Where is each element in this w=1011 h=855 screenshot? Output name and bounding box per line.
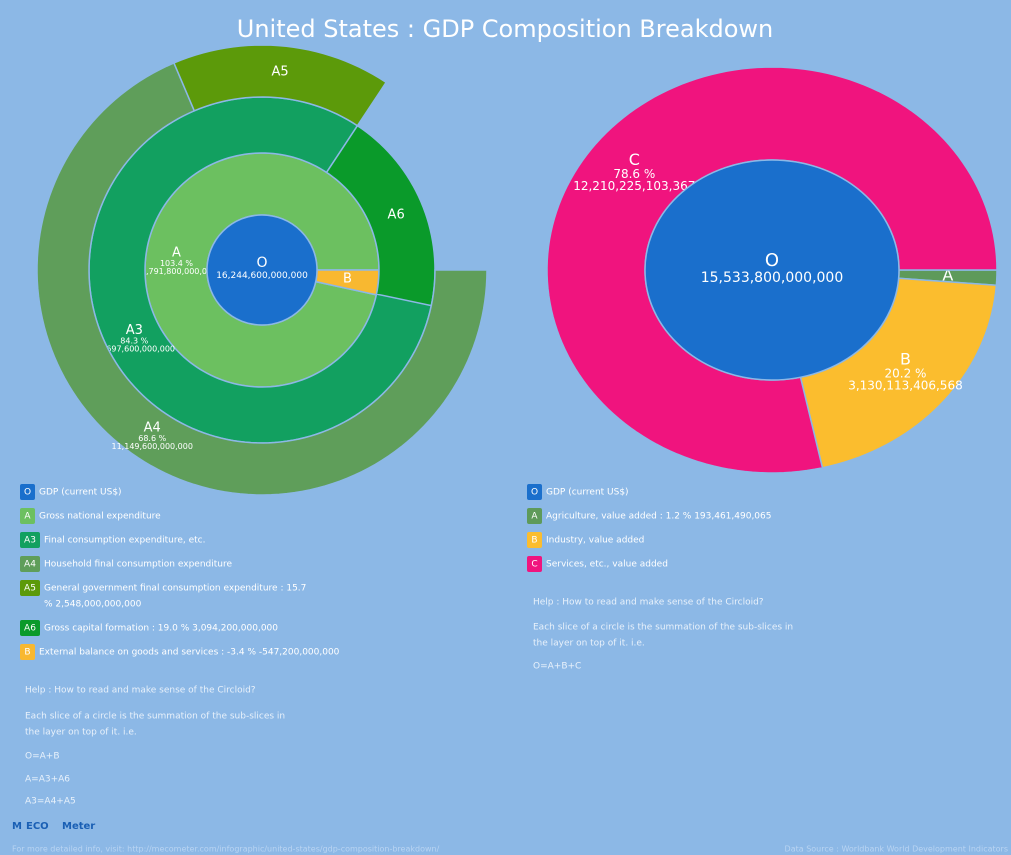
slice-label: C bbox=[629, 150, 640, 169]
legend-key bbox=[20, 556, 40, 572]
help-text: A3=A4+A5 bbox=[25, 797, 76, 807]
legend-text: Final consumption expenditure, etc. bbox=[44, 536, 205, 546]
slice-label: B bbox=[343, 272, 352, 287]
slice-label: A bbox=[942, 265, 953, 284]
help-text: O=A+B bbox=[25, 752, 60, 762]
help-text: Each slice of a circle is the summation … bbox=[533, 623, 793, 633]
legend-text: Gross capital formation : 19.0 % 3,094,2… bbox=[44, 624, 278, 634]
slice-label: 11,149,600,000,000 bbox=[112, 442, 193, 451]
legend-key-label: A bbox=[24, 512, 31, 522]
slice-label: 13,697,600,000,000 bbox=[94, 345, 175, 354]
help-text: the layer on top of it. i.e. bbox=[25, 728, 137, 738]
legend-key-label: C bbox=[531, 560, 537, 570]
center-label: O bbox=[765, 250, 779, 271]
help-text: the layer on top of it. i.e. bbox=[533, 639, 645, 649]
help-text: Help : How to read and make sense of the… bbox=[25, 686, 256, 696]
legend-key-label: A6 bbox=[24, 624, 36, 634]
legend-key-label: B bbox=[24, 648, 30, 658]
title: United States : GDP Composition Breakdow… bbox=[237, 15, 773, 43]
footer-link: For more detailed info, visit: http://me… bbox=[12, 845, 440, 854]
legend-key bbox=[20, 620, 40, 636]
slice-label: 20.2 % bbox=[885, 367, 927, 381]
legend-key bbox=[20, 580, 40, 596]
logo-part: ECO bbox=[26, 821, 49, 832]
slice-label: A6 bbox=[388, 207, 405, 222]
legend-key-label: A4 bbox=[24, 560, 36, 570]
slice bbox=[325, 124, 436, 307]
slice bbox=[172, 44, 388, 127]
logo-part: M bbox=[12, 821, 22, 832]
slice-label: B bbox=[900, 350, 911, 369]
center-circle bbox=[206, 214, 318, 326]
slice-label: 68.6 % bbox=[138, 434, 166, 443]
help-text: A=A3+A6 bbox=[25, 775, 70, 785]
slice-label: 3,130,113,406,568 bbox=[848, 379, 963, 393]
help-text: Each slice of a circle is the summation … bbox=[25, 712, 285, 722]
logo: M ECO Meter bbox=[12, 821, 95, 832]
legend-text: GDP (current US$) bbox=[546, 488, 629, 498]
legend-text: Agriculture, value added : 1.2 % 193,461… bbox=[546, 512, 772, 522]
slice-label: A5 bbox=[272, 64, 289, 79]
legend-key-label: B bbox=[531, 536, 537, 546]
legend-text: % 2,548,000,000,000 bbox=[44, 600, 142, 610]
legend-key bbox=[20, 644, 35, 660]
legend-text: Services, etc., value added bbox=[546, 560, 668, 570]
slice-label: 16,791,800,000,000 bbox=[136, 267, 217, 276]
legend-key bbox=[20, 484, 35, 500]
legend-key-label: O bbox=[24, 488, 31, 498]
slice-label: 84.3 % bbox=[120, 337, 148, 346]
center-circle bbox=[644, 159, 900, 381]
legend-key bbox=[527, 484, 542, 500]
slice-label: A3 bbox=[126, 323, 143, 338]
center-value: 15,533,800,000,000 bbox=[701, 270, 844, 286]
legend-key bbox=[527, 508, 542, 524]
legend-text: Household final consumption expenditure bbox=[44, 560, 232, 570]
legend-text: Gross national expenditure bbox=[39, 512, 161, 522]
legend-text: General government final consumption exp… bbox=[44, 584, 306, 594]
center-label: O bbox=[256, 255, 267, 271]
slice-label: 103.4 % bbox=[160, 259, 193, 268]
legend-key bbox=[20, 532, 40, 548]
slice-label: 78.6 % bbox=[613, 167, 655, 181]
legend-key bbox=[527, 532, 542, 548]
legend-text: External balance on goods and services :… bbox=[39, 648, 340, 658]
legend-key-label: A3 bbox=[24, 536, 36, 546]
legend-text: Industry, value added bbox=[546, 536, 644, 546]
help-text: O=A+B+C bbox=[533, 662, 581, 672]
legend-key-label: O bbox=[531, 488, 538, 498]
help-text: Help : How to read and make sense of the… bbox=[533, 598, 764, 608]
legend-text: GDP (current US$) bbox=[39, 488, 122, 498]
legend-key bbox=[20, 508, 35, 524]
logo-part: Meter bbox=[62, 821, 95, 832]
slice-label: A4 bbox=[144, 420, 161, 435]
legend-key-label: A bbox=[531, 512, 538, 522]
center-value: 16,244,600,000,000 bbox=[216, 271, 308, 281]
slice-label: A bbox=[172, 245, 181, 260]
legend-key-label: A5 bbox=[24, 584, 36, 594]
legend-key bbox=[527, 556, 542, 572]
footer-source: Data Source : Worldbank World Developmen… bbox=[785, 845, 1008, 854]
slice-label: 12,210,225,103,367 bbox=[573, 179, 695, 193]
